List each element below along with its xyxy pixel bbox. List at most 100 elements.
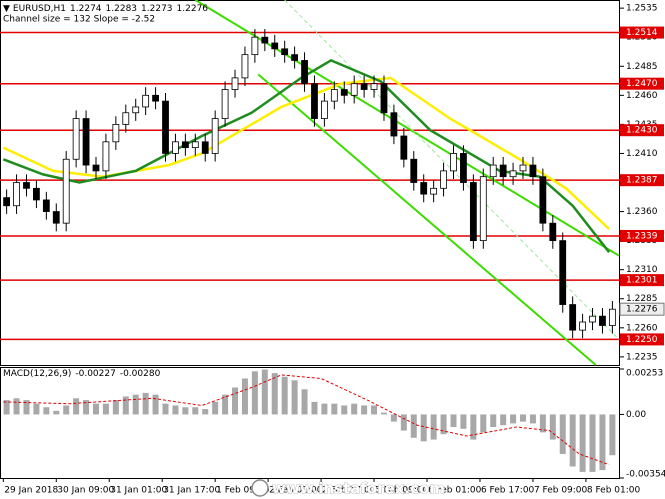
candle-body: [311, 83, 318, 119]
chart-header: ▼ EURUSD,H1 1.2274 1.2283 1.2273 1.2276: [3, 4, 208, 14]
candle-body: [569, 304, 577, 331]
candle-body: [92, 164, 100, 172]
y-tick-label: 1.2460: [626, 91, 658, 101]
macd-bar: [549, 414, 556, 440]
level-label: 1.2301: [626, 276, 658, 286]
candle-body: [132, 106, 140, 114]
candle-body: [589, 315, 596, 323]
candle-body: [102, 141, 110, 172]
level-label: 1.2470: [626, 79, 658, 89]
macd-bar: [520, 414, 527, 422]
macd-bar: [331, 403, 338, 415]
macd-bar: [43, 407, 50, 415]
candle-body: [420, 182, 428, 195]
candle-body: [489, 164, 497, 178]
macd-header: MACD(12,26,9) -0.00227 -0.00280: [3, 369, 161, 379]
candle-body: [340, 89, 348, 96]
header-value: 1.2276: [177, 4, 209, 14]
candle-body: [251, 36, 259, 56]
macd-bar: [291, 380, 298, 415]
level-label: 1.2387: [626, 176, 658, 186]
candle-body: [479, 176, 487, 242]
macd-bar: [222, 394, 229, 415]
x-tick-label: 6 Feb 01:00: [428, 486, 482, 496]
candle-body: [221, 89, 229, 119]
level-box: [620, 333, 664, 346]
macd-bar: [579, 414, 586, 472]
level-label: 1.2514: [626, 28, 658, 38]
macd-bar: [400, 414, 407, 431]
level-label: 1.2430: [626, 126, 658, 136]
candle-body: [469, 182, 477, 242]
macd-bar: [162, 403, 169, 415]
macd-bar: [460, 414, 467, 429]
macd-bar: [182, 407, 189, 415]
moving-average: [2, 76, 610, 230]
candle-body: [152, 94, 159, 102]
candle-body: [291, 54, 299, 61]
macd-bar: [83, 400, 90, 415]
candle-body: [162, 100, 169, 154]
candle-body: [181, 141, 189, 149]
x-tick-label: 31 Jan 17:00: [163, 486, 220, 496]
candle-body: [241, 54, 249, 79]
macd-bar: [251, 371, 258, 415]
candle-body: [320, 100, 328, 119]
candle-body: [380, 83, 388, 114]
candle-body: [23, 182, 30, 189]
candle-body: [3, 197, 11, 207]
candle-body: [112, 123, 120, 143]
macd-bar: [609, 414, 616, 456]
macd-header-value: -0.00280: [120, 369, 161, 379]
macd-bar: [33, 403, 40, 415]
macd-bar: [102, 403, 109, 415]
moving-average: [2, 59, 611, 253]
candle-body: [370, 83, 378, 90]
macd-bar: [132, 394, 139, 415]
candle-body: [191, 141, 199, 149]
macd-bar: [559, 414, 566, 454]
macd-bar: [599, 414, 606, 471]
macd-bar: [202, 409, 209, 415]
candle-body: [499, 164, 507, 178]
candle-body: [72, 118, 80, 160]
macd-bar: [490, 414, 497, 428]
macd-bar: [301, 389, 308, 415]
candle-body: [509, 170, 517, 178]
x-tick-label: 2 Feb 01:00: [269, 486, 323, 496]
candle-body: [211, 118, 219, 154]
macd-bar: [112, 400, 119, 415]
candle-body: [142, 94, 150, 108]
x-tick-label: 30 Jan 09:00: [57, 486, 114, 496]
macd-bar: [23, 400, 30, 415]
macd-bar: [321, 403, 328, 415]
y-tick-label: 1.2535: [626, 4, 658, 14]
candle-body: [231, 77, 239, 90]
macd-bar: [510, 414, 517, 424]
channel-line: [194, 0, 620, 257]
y-tick-label: 1.2485: [626, 62, 658, 72]
macd-bar: [420, 414, 427, 442]
macd-bar: [440, 414, 447, 435]
y-tick-label: 1.2360: [626, 207, 658, 217]
level-box: [620, 124, 664, 137]
candle-body: [271, 42, 279, 50]
y-tick-label: 1.2410: [626, 149, 658, 159]
macd-bar: [430, 414, 437, 440]
macd-bar: [539, 414, 546, 433]
candle-body: [122, 112, 130, 125]
macd-title: MACD(12,26,9): [3, 369, 71, 379]
candle-body: [400, 135, 408, 160]
macd-bar: [281, 376, 288, 415]
candle-body: [599, 315, 606, 326]
level-box: [620, 77, 664, 90]
y-tick-label: 1.2260: [626, 323, 658, 333]
x-tick-label: 2 Feb 17:00: [322, 486, 376, 496]
candle-body: [330, 89, 338, 102]
macd-panel-border: [0, 367, 620, 479]
macd-bar: [172, 405, 179, 415]
macd-bar: [241, 378, 248, 415]
macd-y-tick-label: -0.00354: [626, 470, 665, 480]
macd-bar: [371, 405, 378, 415]
